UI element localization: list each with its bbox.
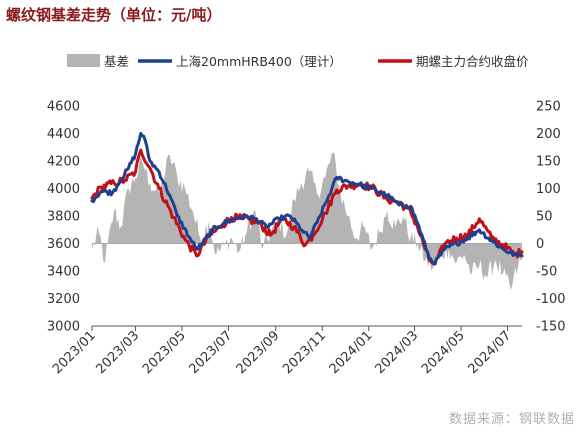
basis-area-layer	[92, 152, 522, 291]
y-right-tick-label: 200	[536, 127, 561, 142]
y-left-tick-label: 3000	[47, 320, 80, 335]
x-tick-label: 2024/05	[419, 328, 468, 377]
x-tick-label: 2024/03	[373, 328, 422, 377]
basis-area	[92, 152, 522, 291]
y-right-tick-label: -100	[536, 292, 566, 307]
y-left-tick-label: 3200	[47, 292, 80, 307]
x-tick-label: 2024/01	[327, 328, 376, 377]
x-tick-label: 2023/01	[50, 328, 99, 377]
y-left-tick-label: 3600	[47, 237, 80, 252]
legend-label-basis: 基差	[104, 54, 129, 69]
y-right-tick-label: 50	[536, 210, 553, 225]
x-tick-label: 2023/11	[280, 328, 329, 377]
chart-title: 螺纹钢基差走势（单位：元/吨）	[6, 6, 222, 24]
y-left-tick-label: 3800	[47, 210, 80, 225]
x-tick-label: 2024/07	[466, 328, 515, 377]
x-tick-label: 2023/07	[186, 328, 235, 377]
chart-legend: 基差 上海20mmHRB400（理计） 期螺主力合约收盘价	[67, 54, 529, 69]
price-lines-layer	[90, 132, 524, 266]
y-right-tick-label: 250	[536, 100, 561, 115]
legend-swatch-basis	[67, 54, 100, 67]
y-right-tick-label: 100	[536, 182, 561, 197]
y-left-tick-label: 3400	[47, 265, 80, 280]
y-left-tick-label: 4000	[47, 182, 80, 197]
y-left-tick-label: 4600	[47, 100, 80, 115]
x-tick-label: 2023/09	[234, 328, 283, 377]
y-left-tick-label: 4200	[47, 155, 80, 170]
spot-price-line	[90, 132, 524, 266]
y-right-tick-label: 0	[536, 237, 544, 252]
x-tick-label: 2023/05	[140, 328, 189, 377]
legend-label-futures: 期螺主力合约收盘价	[416, 54, 529, 69]
y-left-tick-label: 4400	[47, 127, 80, 142]
futures-price-line	[90, 148, 524, 266]
y-right-tick-label: -50	[536, 265, 557, 280]
y-right-tick-label: 150	[536, 155, 561, 170]
legend-label-spot: 上海20mmHRB400（理计）	[176, 54, 342, 69]
data-source-note: 数据来源：钢联数据	[448, 412, 575, 427]
x-tick-label: 2023/03	[93, 328, 142, 377]
y-right-tick-label: -150	[536, 320, 566, 335]
